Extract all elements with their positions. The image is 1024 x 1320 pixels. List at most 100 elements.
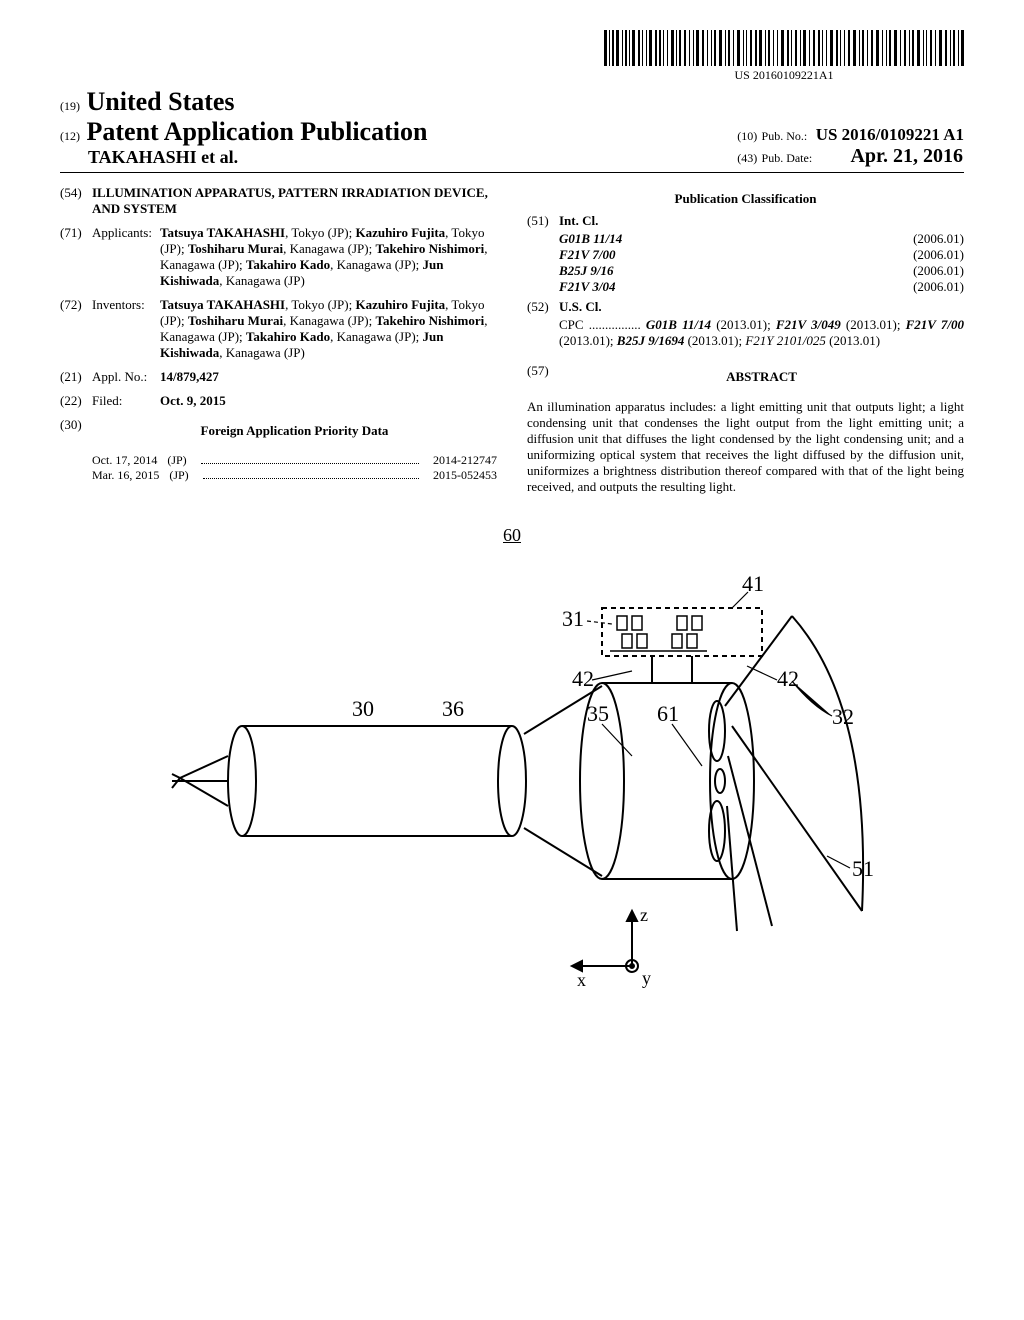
applicant-name: Kazuhiro Fujita	[355, 225, 445, 240]
uscl-field: (52) U.S. Cl.	[527, 299, 964, 315]
fig-label-32: 32	[832, 704, 854, 729]
pubdate: Apr. 21, 2016	[850, 145, 963, 167]
priority-field: (30) Foreign Application Priority Data	[60, 417, 497, 445]
header-right: (10) Pub. No.: US 2016/0109221 A1 (43) P…	[737, 125, 964, 168]
cpc-code-5: F21Y 2101/025	[745, 333, 826, 348]
priority-cc: (JP)	[169, 468, 188, 483]
inventors-text: Tatsuya TAKAHASHI, Tokyo (JP); Kazuhiro …	[160, 297, 497, 361]
filed-num: (22)	[60, 393, 92, 409]
fig-label-51: 51	[852, 856, 874, 881]
applno: 14/879,427	[160, 369, 219, 384]
intcl-label: Int. Cl.	[559, 213, 598, 228]
intcl-code: F21V 7/00	[559, 247, 615, 263]
barcode-pubnum: US 20160109221A1	[604, 68, 964, 83]
patent-figure: 30 36 31 41 42 42 35 61 32 51	[132, 556, 892, 1036]
applicant-name: Toshiharu Murai	[188, 241, 283, 256]
intcl-field: (51) Int. Cl.	[527, 213, 964, 229]
figure-area: 60	[60, 525, 964, 1036]
priority-table: Oct. 17, 2014 (JP) 2014-212747 Mar. 16, …	[92, 453, 497, 483]
intcl-row: G01B 11/14 (2006.01)	[559, 231, 964, 247]
uscl-num: (52)	[527, 299, 559, 315]
fig-label-36: 36	[442, 696, 464, 721]
priority-num: (30)	[60, 417, 92, 445]
title-text: ILLUMINATION APPARATUS, PATTERN IRRADIAT…	[92, 185, 497, 217]
intcl-code: G01B 11/14	[559, 231, 622, 247]
intcl-num: (51)	[527, 213, 559, 229]
applicant-name: Takehiro Nishimori	[375, 241, 484, 256]
fig-label-35: 35	[587, 701, 609, 726]
axis-z: z	[640, 905, 648, 925]
applicants-field: (71) Applicants: Tatsuya TAKAHASHI, Toky…	[60, 225, 497, 289]
pubdate-prefix: (43)	[737, 151, 757, 165]
applno-field: (21) Appl. No.: 14/879,427	[60, 369, 497, 385]
pubclass-heading: Publication Classification	[527, 191, 964, 207]
applno-num: (21)	[60, 369, 92, 385]
intcl-year: (2006.01)	[913, 247, 964, 263]
pubno-label: Pub. No.:	[762, 129, 808, 143]
cpc-label: CPC	[559, 317, 584, 332]
applicant-name: Takahiro Kado	[246, 257, 330, 272]
priority-row: Mar. 16, 2015 (JP) 2015-052453	[92, 468, 497, 483]
intcl-row: F21V 3/04 (2006.01)	[559, 279, 964, 295]
header-authors: TAKAHASHI et al.	[88, 147, 427, 168]
applno-label: Appl. No.:	[92, 369, 160, 385]
inventors-field: (72) Inventors: Tatsuya TAKAHASHI, Tokyo…	[60, 297, 497, 361]
title-field: (54) ILLUMINATION APPARATUS, PATTERN IRR…	[60, 185, 497, 217]
abstract-heading-row: (57) ABSTRACT	[527, 363, 964, 391]
barcode-block: US 20160109221A1	[60, 30, 964, 83]
inventors-num: (72)	[60, 297, 92, 361]
intcl-list: G01B 11/14 (2006.01) F21V 7/00 (2006.01) B…	[559, 231, 964, 295]
inventor-name: Takehiro Nishimori	[375, 313, 484, 328]
pubdate-label: Pub. Date:	[762, 151, 813, 165]
dot-leader	[201, 449, 419, 464]
axis-y: y	[642, 968, 651, 988]
cpc-code-1: G01B 11/14	[646, 317, 711, 332]
priority-date: Mar. 16, 2015	[92, 468, 159, 483]
country-prefix: (19)	[60, 99, 80, 113]
abstract-num: (57)	[527, 363, 559, 391]
abstract-text: An illumination apparatus includes: a li…	[527, 399, 964, 495]
barcode: US 20160109221A1	[604, 30, 964, 83]
priority-cc: (JP)	[167, 453, 186, 468]
cpc-code-3: F21V 7/00	[906, 317, 964, 332]
intcl-code: B25J 9/16	[559, 263, 614, 279]
pubno: US 2016/0109221 A1	[816, 125, 964, 144]
left-column: (54) ILLUMINATION APPARATUS, PATTERN IRR…	[60, 185, 497, 495]
doctype: Patent Application Publication	[87, 117, 428, 146]
applicants-label: Applicants:	[92, 225, 160, 289]
inventor-name: Kazuhiro Fujita	[355, 297, 445, 312]
dot-leader	[203, 464, 419, 479]
priority-heading: Foreign Application Priority Data	[92, 423, 497, 439]
header-left: (19) United States (12) Patent Applicati…	[60, 87, 427, 168]
priority-appno: 2014-212747	[433, 453, 497, 468]
title-num: (54)	[60, 185, 92, 217]
header: (19) United States (12) Patent Applicati…	[60, 87, 964, 173]
fig-label-42b: 42	[777, 666, 799, 691]
applicants-num: (71)	[60, 225, 92, 289]
doctype-prefix: (12)	[60, 129, 80, 143]
fig-label-42a: 42	[572, 666, 594, 691]
pubno-prefix: (10)	[737, 129, 757, 143]
intcl-year: (2006.01)	[913, 263, 964, 279]
abstract-heading: ABSTRACT	[559, 369, 964, 385]
cpc-line: CPC ................ G01B 11/14 (2013.01…	[559, 317, 964, 349]
applicant-name: Tatsuya TAKAHASHI	[160, 225, 285, 240]
filed-date: Oct. 9, 2015	[160, 393, 226, 408]
axis-x: x	[577, 970, 586, 990]
priority-appno: 2015-052453	[433, 468, 497, 483]
fig-label-61: 61	[657, 701, 679, 726]
country: United States	[87, 87, 235, 116]
intcl-year: (2006.01)	[913, 279, 964, 295]
intcl-row: B25J 9/16 (2006.01)	[559, 263, 964, 279]
inventor-name: Tatsuya TAKAHASHI	[160, 297, 285, 312]
inventor-name: Toshiharu Murai	[188, 313, 283, 328]
intcl-year: (2006.01)	[913, 231, 964, 247]
figure-ref: 60	[60, 525, 964, 546]
intcl-code: F21V 3/04	[559, 279, 615, 295]
fig-label-30: 30	[352, 696, 374, 721]
priority-date: Oct. 17, 2014	[92, 453, 157, 468]
cpc-code-2: F21V 3/049	[776, 317, 841, 332]
filed-label: Filed:	[92, 393, 160, 409]
uscl-label: U.S. Cl.	[559, 299, 602, 314]
right-column: Publication Classification (51) Int. Cl.…	[527, 185, 964, 495]
